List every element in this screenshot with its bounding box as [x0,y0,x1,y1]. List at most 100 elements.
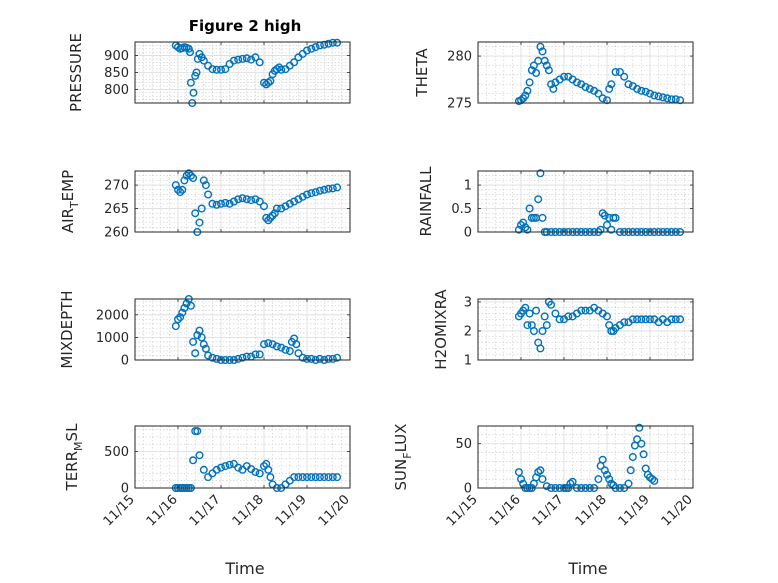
data-point [671,95,680,104]
figure-title: Figure 2 high [189,17,302,35]
data-point [628,315,637,324]
data-point [247,196,256,205]
data-point [534,468,543,477]
data-point [521,223,530,232]
data-point [658,93,667,102]
data-point [268,340,277,349]
data-point [333,473,342,482]
data-point [199,465,208,474]
data-point [234,55,243,64]
data-point [324,473,333,482]
data-point [191,349,200,358]
y-tick-label: 50 [455,437,472,452]
data-point [189,88,198,97]
x-tick-label: 11/17 [187,492,224,529]
data-point [221,198,230,207]
data-point [611,67,620,76]
y-tick-label: 1000 [96,331,129,346]
data-point [514,468,523,477]
data-point [607,225,616,234]
y-tick-label: 2 [464,324,472,339]
data-point [525,309,534,318]
y-tick-label: 0 [121,482,129,497]
data-point [197,333,206,342]
data-point [255,197,264,206]
data-point [532,68,541,77]
data-point [311,188,320,197]
axes-box [134,425,351,489]
data-point [180,176,189,185]
data-point [538,327,547,336]
data-point [641,315,650,324]
data-point [635,423,644,432]
data-point [624,80,633,89]
x-tick-label: 11/20 [316,492,353,529]
plot-area [478,171,693,232]
data-point [281,345,290,354]
data-point [277,343,286,352]
data-point [238,353,247,362]
data-point [333,353,342,362]
data-point [521,303,530,312]
data-point [251,53,260,62]
data-point [542,321,551,330]
y-tick-label: 0 [121,354,129,369]
data-point [234,195,243,204]
data-point [600,466,609,475]
data-point [229,56,238,65]
y-tick-label: 900 [104,49,129,64]
x-tick-label: 11/18 [573,492,610,529]
y-tick-label: 270 [104,179,129,194]
y-axis-label: MIXDEPTH [58,290,76,368]
data-point [173,185,182,194]
data-point [560,72,569,81]
data-point [605,475,614,484]
data-point [199,176,208,185]
data-point [671,315,680,324]
y-tick-label: 0 [464,226,472,241]
data-point [292,340,301,349]
x-axis-label-left: Time [224,559,264,578]
data-point [577,306,586,315]
data-point [320,473,329,482]
data-point [600,211,609,220]
data-point [320,185,329,194]
data-point [598,455,607,464]
data-point [303,354,312,363]
data-point [189,173,198,182]
data-point [540,56,549,65]
panel-theta: 275 280 THETA [413,41,694,112]
data-point [212,465,221,474]
data-point [290,58,299,67]
data-point [171,322,180,331]
data-point [315,473,324,482]
data-point [320,40,329,49]
data-point [197,204,206,213]
data-point [547,80,556,89]
x-tick-label: 11/16 [487,492,524,529]
data-point [234,463,243,472]
data-point [186,78,195,87]
data-point [551,309,560,318]
data-point [633,84,642,93]
data-point [229,197,238,206]
data-point [555,315,564,324]
data-point [517,220,526,229]
data-point [298,192,307,201]
data-point [216,65,225,74]
data-point [615,67,624,76]
x-tick-label: 11/15 [444,492,481,529]
data-point [176,188,185,197]
data-point [212,354,221,363]
data-point [266,473,275,482]
data-point [251,468,260,477]
data-point [238,194,247,203]
data-point [607,479,616,488]
data-point [189,337,198,346]
panel-pressure: 800 850 900 PRESSURE [67,33,351,112]
data-point [603,312,612,321]
data-point [525,78,534,87]
data-point [264,465,273,474]
data-point [264,78,273,87]
data-point [193,331,202,340]
